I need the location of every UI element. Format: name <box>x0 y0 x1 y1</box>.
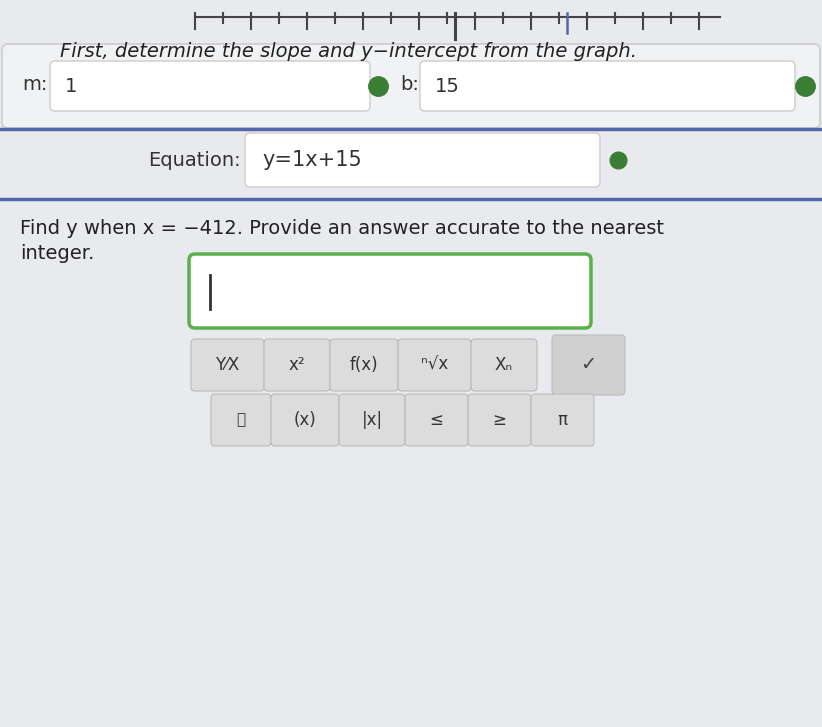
Text: Equation:: Equation: <box>148 150 241 169</box>
FancyBboxPatch shape <box>245 133 600 187</box>
Text: ✓: ✓ <box>580 356 597 374</box>
Text: 🗑: 🗑 <box>237 412 246 427</box>
FancyBboxPatch shape <box>471 339 537 391</box>
FancyBboxPatch shape <box>398 339 471 391</box>
FancyBboxPatch shape <box>271 394 339 446</box>
FancyBboxPatch shape <box>552 335 625 395</box>
Text: integer.: integer. <box>20 244 95 263</box>
FancyBboxPatch shape <box>405 394 468 446</box>
Text: ≥: ≥ <box>492 411 506 429</box>
FancyBboxPatch shape <box>420 61 795 111</box>
FancyBboxPatch shape <box>2 44 820 128</box>
Text: ≤: ≤ <box>430 411 443 429</box>
Text: (x): (x) <box>293 411 316 429</box>
Text: y=1x+15: y=1x+15 <box>262 150 362 170</box>
FancyBboxPatch shape <box>50 61 370 111</box>
FancyBboxPatch shape <box>330 339 398 391</box>
Text: π: π <box>557 411 567 429</box>
FancyBboxPatch shape <box>339 394 405 446</box>
Text: b:: b: <box>400 74 419 94</box>
FancyBboxPatch shape <box>264 339 330 391</box>
Text: 1: 1 <box>65 76 77 95</box>
Text: Xₙ: Xₙ <box>495 356 513 374</box>
FancyBboxPatch shape <box>191 339 264 391</box>
FancyBboxPatch shape <box>211 394 271 446</box>
Text: m:: m: <box>22 74 48 94</box>
Text: Find y when x = −412. Provide an answer accurate to the nearest: Find y when x = −412. Provide an answer … <box>20 219 664 238</box>
Text: ⁿ√x: ⁿ√x <box>421 356 448 374</box>
Text: f(x): f(x) <box>349 356 378 374</box>
Text: Y⁄X: Y⁄X <box>215 356 240 374</box>
Text: |x|: |x| <box>362 411 382 429</box>
FancyBboxPatch shape <box>189 254 591 328</box>
FancyBboxPatch shape <box>468 394 531 446</box>
Text: x²: x² <box>289 356 305 374</box>
FancyBboxPatch shape <box>531 394 594 446</box>
Text: 15: 15 <box>435 76 459 95</box>
Text: First, determine the slope and y−intercept from the graph.: First, determine the slope and y−interce… <box>60 42 637 61</box>
